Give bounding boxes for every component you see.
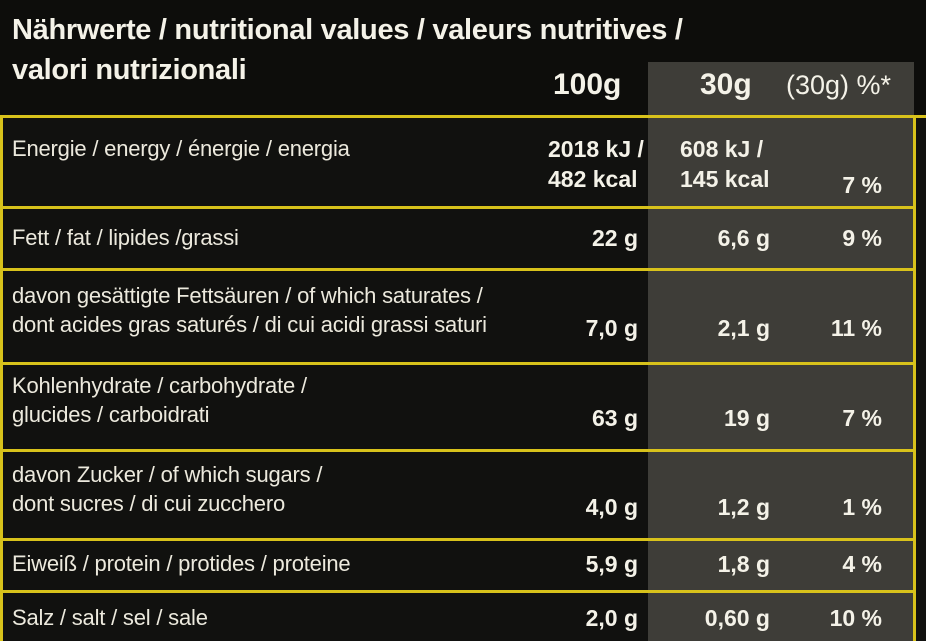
value-100g-salt: 2,0 g [585,605,638,631]
value-30g-energy: 608 kJ / 145 kcal [680,134,770,194]
column-header-percent: (30g) %* [786,70,892,100]
nutrient-label-protein: Eiweiß / protein / protides / proteine [12,549,351,578]
nutrient-label-line: davon Zucker / of which sugars / [12,462,323,487]
value-30g-protein: 1,8 g [717,551,770,577]
nutrient-label-line: Salz / salt / sel / sale [12,605,208,630]
value-30g-fat: 6,6 g [717,225,770,251]
table-left-border [0,115,3,641]
nutrient-label-salt: Salz / salt / sel / sale [12,603,208,632]
nutrient-label-saturates: davon gesättigte Fettsäuren / of which s… [12,281,487,339]
percent-protein: 4 % [842,551,882,577]
title-line-1: Nährwerte / nutritional values / valeurs… [12,14,683,46]
percent-saturates: 11 % [830,315,882,341]
column-header-30g: 30g [700,68,752,101]
value-30g-sugars: 1,2 g [717,494,770,520]
row-divider [0,268,916,271]
nutrient-label-energy: Energie / energy / énergie / energia [12,134,350,163]
value-100g-protein: 5,9 g [585,551,638,577]
percent-carbohydrate: 7 % [842,405,882,431]
row-divider [0,449,916,452]
value-100g-carbohydrate: 63 g [591,405,638,431]
value-30g-saturates: 2,1 g [717,315,770,341]
value-line: 2018 kJ / [548,136,644,162]
nutrient-label-line: Fett / fat / lipides /grassi [12,225,239,250]
serving-column-background [648,62,914,641]
value-line: 482 kcal [548,166,638,192]
column-header-100g: 100g [553,68,622,101]
nutrient-label-line: dont acides gras saturés / di cui acidi … [12,312,487,337]
row-divider [0,590,916,593]
nutrient-label-line: Eiweiß / protein / protides / proteine [12,551,351,576]
row-divider [0,538,916,541]
value-line: 608 kJ / [680,136,764,162]
percent-fat: 9 % [842,225,882,251]
row-divider [0,362,916,365]
nutrient-label-line: glucides / carboidrati [12,402,210,427]
percent-energy: 7 % [842,172,882,198]
value-30g-carbohydrate: 19 g [723,405,770,431]
value-100g-fat: 22 g [591,225,638,251]
nutrient-label-line: Energie / energy / énergie / energia [12,136,350,161]
title-line-2: valori nutrizionali [12,54,247,86]
table-title: Nährwerte / nutritional values / valeurs… [12,10,683,90]
value-100g-energy: 2018 kJ / 482 kcal [548,134,644,194]
value-100g-sugars: 4,0 g [585,494,638,520]
nutrient-label-carbohydrate: Kohlenhydrate / carbohydrate / glucides … [12,371,307,429]
value-line: 145 kcal [680,166,770,192]
table-right-border [913,115,916,641]
value-100g-saturates: 7,0 g [585,315,638,341]
nutrient-label-line: davon gesättigte Fettsäuren / of which s… [12,283,483,308]
value-30g-salt: 0,60 g [704,605,770,631]
percent-sugars: 1 % [842,494,882,520]
nutrient-label-fat: Fett / fat / lipides /grassi [12,223,239,252]
nutrient-label-line: Kohlenhydrate / carbohydrate / [12,373,307,398]
header-divider [0,115,926,118]
nutrient-label-line: dont sucres / di cui zucchero [12,491,286,516]
nutrient-label-sugars: davon Zucker / of which sugars / dont su… [12,460,323,518]
row-divider [0,206,916,209]
percent-salt: 10 % [829,605,882,631]
